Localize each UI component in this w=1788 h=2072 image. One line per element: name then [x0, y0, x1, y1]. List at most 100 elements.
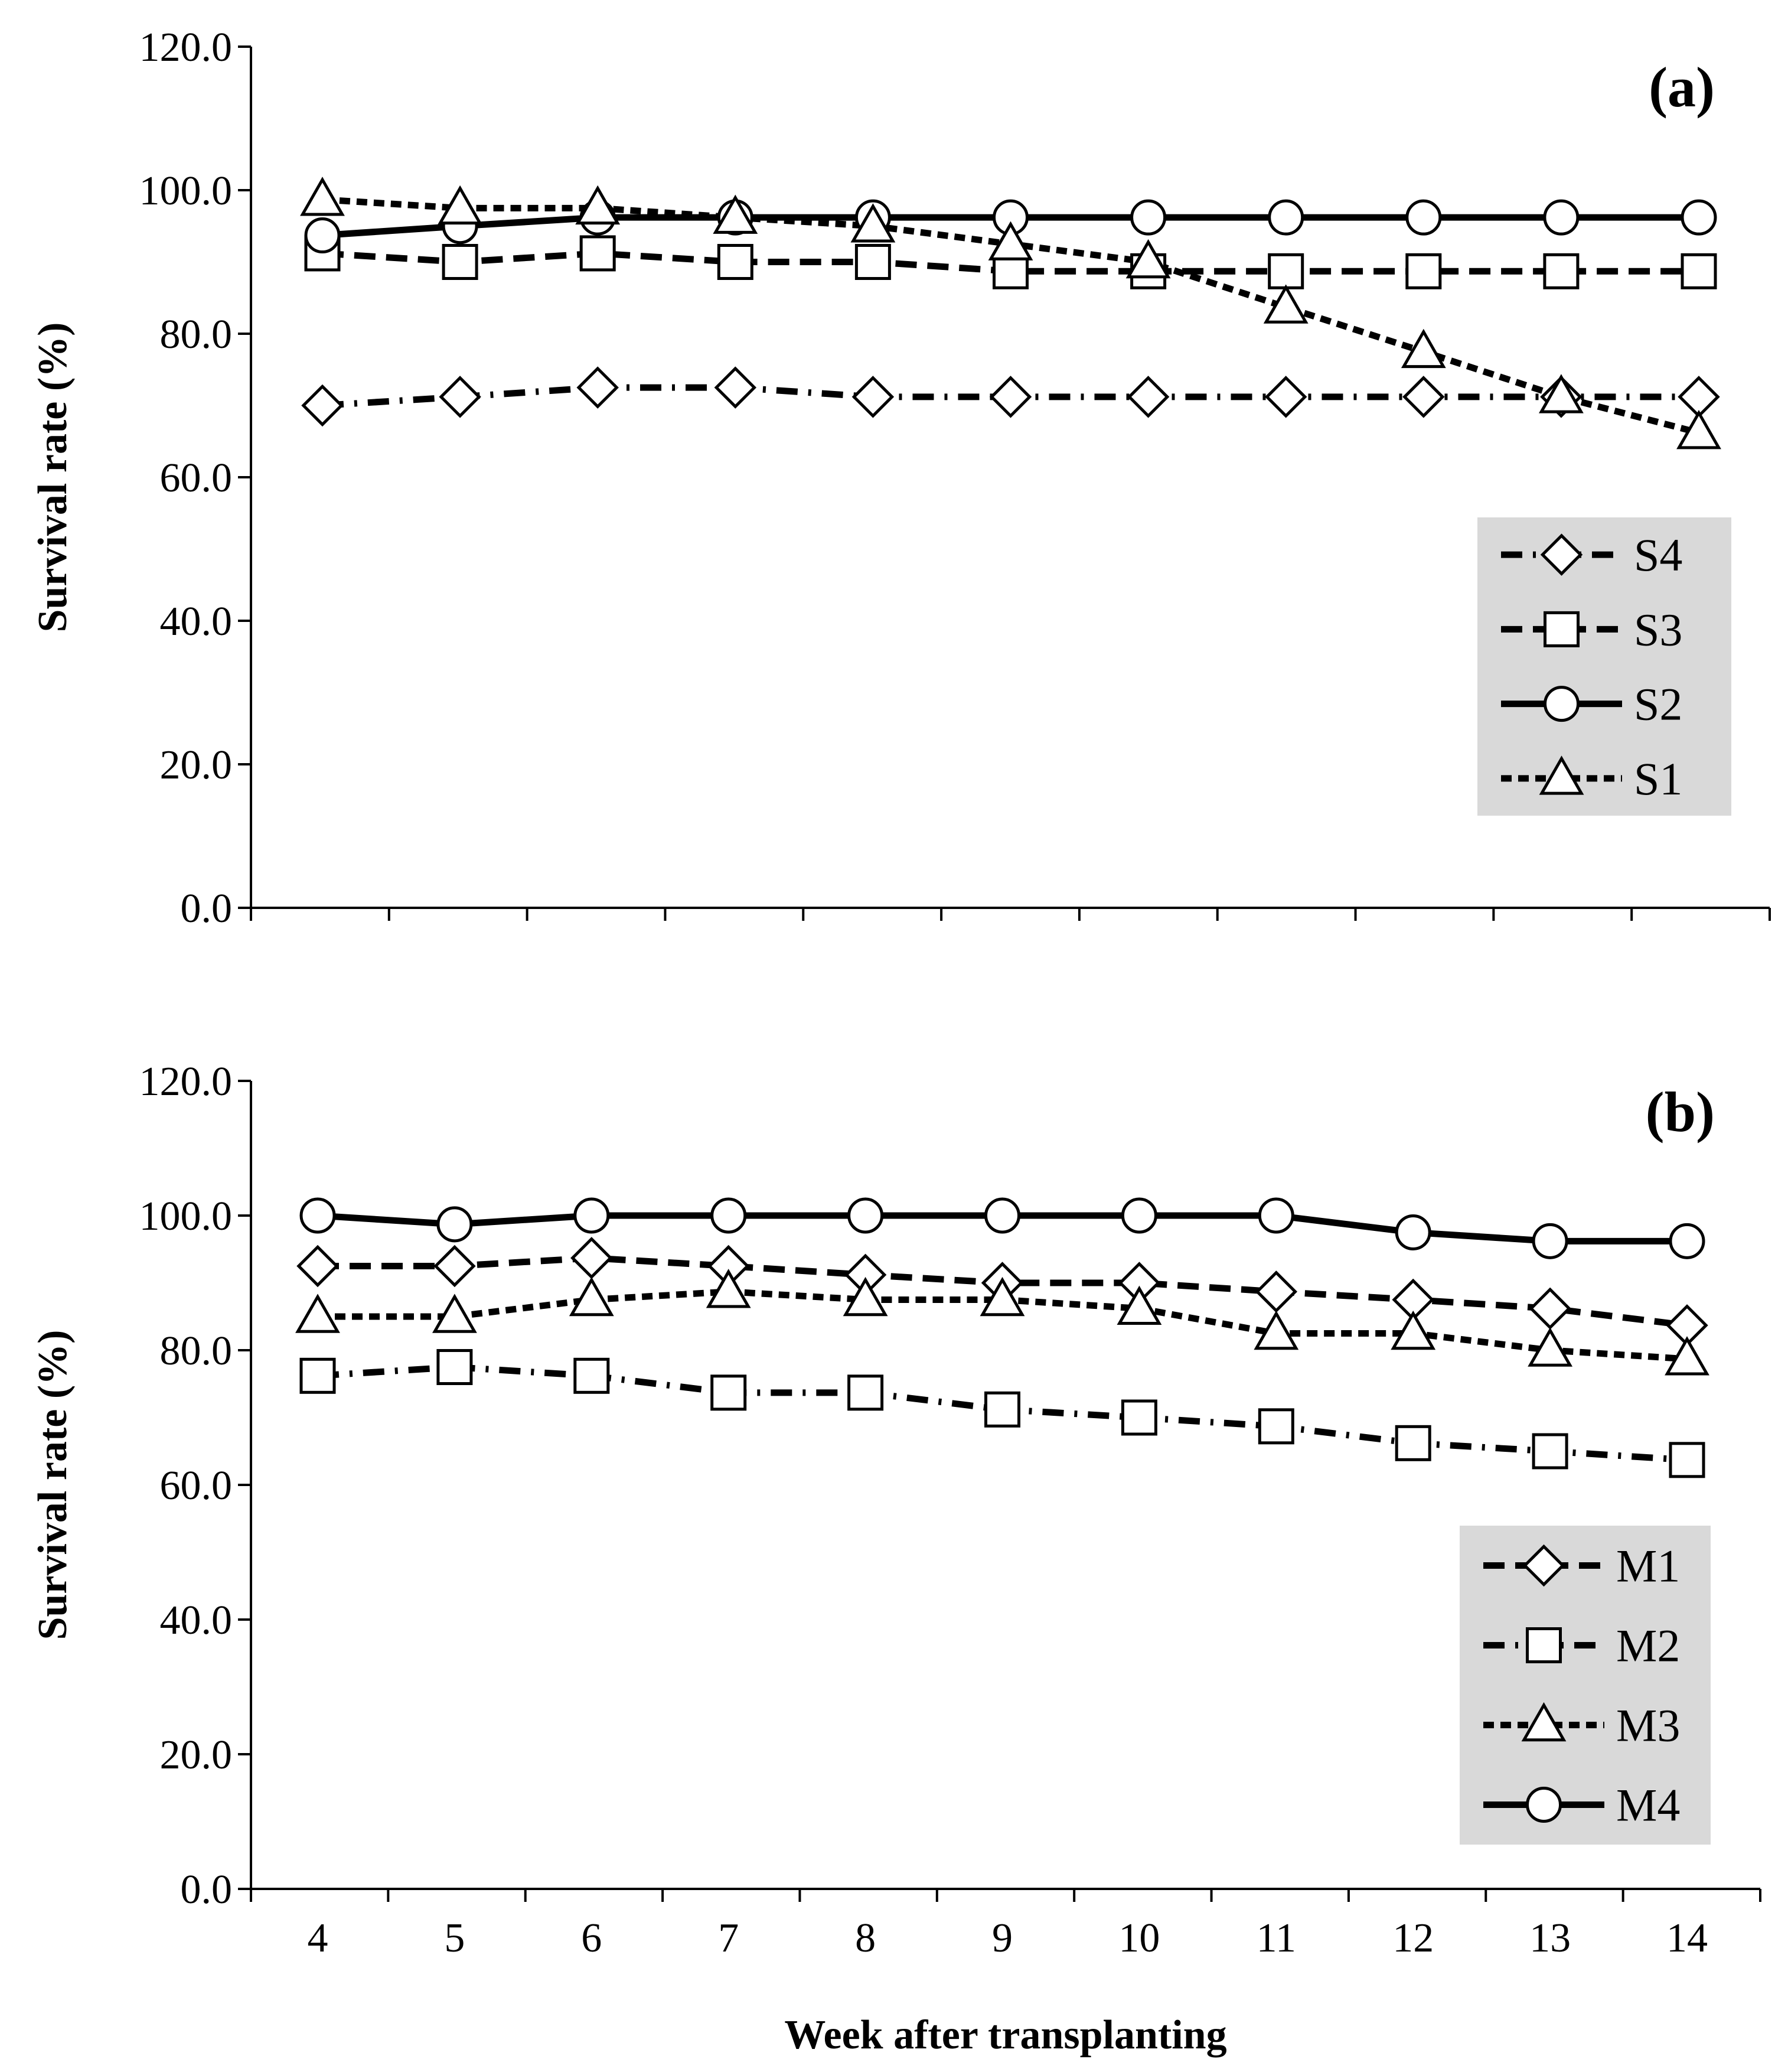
data-point-m4 — [299, 1197, 336, 1234]
legend-label-s3: S3 — [1634, 604, 1682, 655]
data-point-m2 — [1532, 1433, 1568, 1470]
data-point-s4 — [1402, 376, 1445, 418]
data-point-s2 — [304, 217, 341, 254]
legend-label-m3: M3 — [1616, 1700, 1680, 1751]
x-tick-label: 9 — [992, 1915, 1013, 1961]
legend-marker-m4 — [1526, 1787, 1562, 1823]
data-point-s2 — [1130, 199, 1167, 236]
data-point-s1 — [988, 221, 1033, 260]
data-point-s3 — [1268, 253, 1304, 289]
data-point-m3 — [1665, 1336, 1709, 1376]
x-tick-label: 7 — [718, 1915, 739, 1961]
data-point-m2 — [1121, 1399, 1157, 1436]
data-point-s3 — [579, 235, 616, 272]
data-point-s2 — [1543, 199, 1580, 236]
panel-label: (a) — [1649, 56, 1715, 119]
y-tick-label: 20.0 — [160, 742, 233, 788]
data-point-m2 — [573, 1357, 610, 1394]
data-point-m4 — [436, 1206, 473, 1243]
data-point-m3 — [1391, 1310, 1436, 1350]
legend-label-m4: M4 — [1616, 1780, 1680, 1831]
x-tick-label: 5 — [444, 1915, 465, 1961]
x-tick-label: 8 — [855, 1915, 876, 1961]
data-point-s4 — [851, 376, 895, 418]
data-point-s4 — [714, 366, 757, 409]
data-point-s3 — [717, 244, 753, 280]
data-point-s4 — [301, 384, 344, 427]
data-point-m4 — [1395, 1214, 1431, 1250]
data-point-m2 — [710, 1374, 747, 1411]
data-point-s1 — [300, 177, 345, 216]
legend-marker-m3 — [1521, 1702, 1567, 1742]
x-tick-label: 6 — [581, 1915, 602, 1961]
data-point-s1 — [438, 185, 483, 225]
data-point-m4 — [984, 1197, 1020, 1234]
data-point-s3 — [1543, 253, 1580, 289]
data-point-s1 — [1676, 410, 1721, 449]
data-point-s1 — [713, 194, 758, 234]
data-point-s2 — [1268, 199, 1304, 236]
y-tick-label: 120.0 — [139, 1059, 233, 1105]
data-point-m3 — [432, 1294, 477, 1333]
data-point-s3 — [1681, 253, 1717, 289]
legend-background — [1477, 517, 1731, 816]
data-point-s1 — [575, 185, 621, 225]
data-point-m3 — [843, 1276, 888, 1317]
data-point-s4 — [1264, 376, 1307, 418]
data-point-m3 — [1528, 1327, 1573, 1367]
y-tick-label: 0.0 — [181, 886, 233, 931]
data-point-s4 — [1127, 376, 1170, 418]
data-point-m4 — [1532, 1223, 1568, 1259]
data-point-s4 — [576, 366, 619, 409]
data-point-m2 — [1258, 1408, 1294, 1445]
legend-label-s2: S2 — [1634, 679, 1682, 730]
data-point-m4 — [1669, 1223, 1705, 1259]
y-tick-label: 40.0 — [160, 1598, 233, 1643]
data-point-m1 — [433, 1244, 476, 1288]
x-tick-label: 13 — [1529, 1915, 1571, 1961]
data-point-s3 — [1405, 253, 1442, 289]
data-point-s2 — [1681, 199, 1717, 236]
data-point-s1 — [1125, 239, 1171, 279]
legend-background — [1460, 1526, 1711, 1845]
x-tick-label: 4 — [308, 1915, 328, 1961]
y-tick-label: 80.0 — [160, 1328, 233, 1374]
legend-marker-s4 — [1540, 533, 1583, 576]
data-point-m4 — [573, 1197, 610, 1234]
data-point-s1 — [1263, 284, 1309, 324]
data-point-s3 — [854, 244, 891, 280]
y-tick-label: 100.0 — [139, 168, 233, 214]
data-point-m4 — [710, 1197, 747, 1234]
x-tick-label: 14 — [1666, 1915, 1708, 1961]
panel-label: (b) — [1646, 1080, 1715, 1143]
y-tick-label: 0.0 — [181, 1867, 233, 1913]
y-tick-label: 120.0 — [139, 25, 233, 70]
legend: S4 S3 S2 S1 — [1477, 517, 1731, 816]
data-point-m2 — [1669, 1442, 1705, 1478]
data-point-m3 — [706, 1269, 751, 1308]
data-point-m3 — [980, 1276, 1025, 1317]
x-axis-title: Week after transplanting — [784, 2012, 1226, 2058]
data-point-m2 — [847, 1374, 884, 1411]
data-point-s2 — [1405, 199, 1442, 236]
data-point-m2 — [984, 1391, 1020, 1428]
y-tick-label: 100.0 — [139, 1194, 233, 1239]
chart-panel-a: 0.0 20.0 40.0 60.0 80.0 100.0 120.0 Survival ra… — [30, 25, 1771, 931]
data-point-m2 — [299, 1357, 336, 1394]
legend: M1 M2 M3 M4 — [1460, 1526, 1711, 1845]
data-point-m1 — [570, 1237, 613, 1279]
data-point-m1 — [296, 1244, 339, 1288]
legend-label-m2: M2 — [1616, 1620, 1680, 1672]
data-point-s4 — [439, 376, 481, 418]
y-axis-title: Survival rate (%) — [30, 1330, 76, 1640]
legend-marker-s2 — [1544, 686, 1580, 722]
data-point-s1 — [850, 203, 896, 243]
legend-marker-m1 — [1522, 1544, 1565, 1587]
y-tick-label: 20.0 — [160, 1732, 233, 1778]
data-point-m2 — [1395, 1425, 1431, 1461]
chart-panel-b: 0.0 20.0 40.0 60.0 80.0 100.0 120.0 4 5 6 7 8 9 10 11 1… — [30, 1059, 1761, 2058]
data-point-m4 — [1258, 1197, 1294, 1234]
y-tick-label: 80.0 — [160, 312, 233, 357]
data-point-m3 — [295, 1294, 340, 1333]
